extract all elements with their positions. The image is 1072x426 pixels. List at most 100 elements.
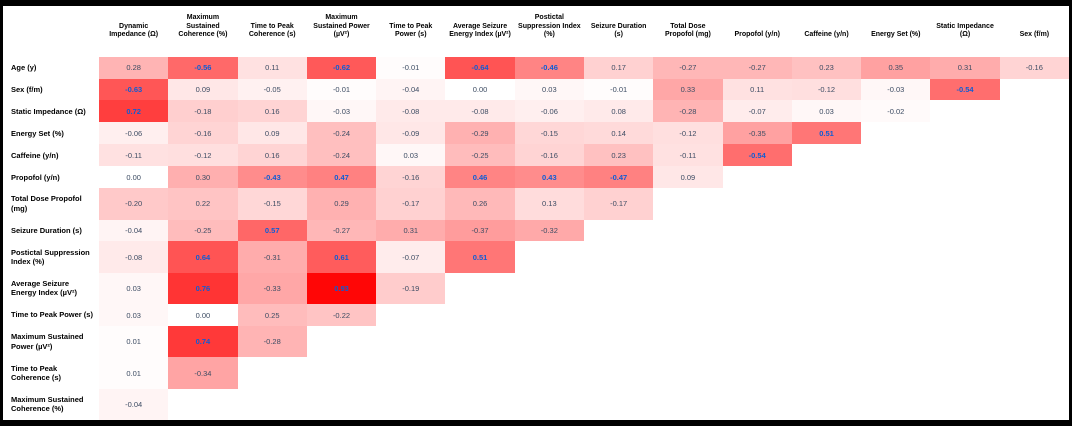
empty-cell	[445, 326, 515, 358]
empty-cell	[168, 388, 238, 420]
correlation-heatmap: Dynamic Impedance (Ω) Maximum Sustained C…	[3, 6, 1069, 420]
heatmap-cell: -0.63	[99, 78, 169, 101]
heatmap-cell: 0.00	[472, 84, 488, 94]
heatmap-cell: -0.17	[376, 188, 446, 220]
heatmap-cell: -0.31	[237, 241, 307, 273]
empty-cell	[722, 326, 792, 358]
heatmap-cell: 0.25	[237, 304, 307, 327]
heatmap-cell: -0.02	[887, 106, 905, 116]
heatmap-cell: -0.04	[99, 219, 169, 242]
heatmap-cell: -0.22	[306, 304, 377, 327]
heatmap-cell: -0.28	[653, 100, 723, 123]
heatmap-cell: 0.13	[514, 188, 584, 220]
heatmap-cell: 0.29	[306, 188, 377, 220]
empty-cell	[653, 304, 723, 327]
column-header: Dynamic Impedance (Ω)	[109, 22, 159, 39]
heatmap-cell: -0.20	[99, 188, 169, 220]
heatmap-cell: -0.16	[168, 122, 238, 145]
heatmap-cell: -0.18	[168, 100, 238, 123]
heatmap-cell: 0.08	[583, 100, 654, 123]
empty-cell	[861, 326, 931, 358]
column-header: Energy Set (%)	[871, 31, 921, 39]
heatmap-cell: -0.08	[99, 241, 169, 273]
heatmap-cell: 0.35	[861, 56, 931, 79]
heatmap-cell: 0.09	[653, 166, 723, 189]
empty-cell	[583, 241, 654, 273]
heatmap-cell: 0.74	[168, 326, 238, 358]
empty-cell	[653, 388, 723, 420]
heatmap-cell: -0.33	[237, 272, 307, 305]
empty-cell	[791, 241, 862, 273]
heatmap-cell: 0.09	[168, 78, 238, 101]
empty-cell	[930, 122, 1000, 145]
heatmap-cell: -0.32	[514, 219, 584, 242]
empty-cell	[722, 166, 792, 189]
heatmap-cell: 0.33	[653, 78, 723, 101]
heatmap-cell: -0.08	[445, 100, 515, 123]
empty-cell	[930, 188, 1000, 220]
empty-cell	[376, 326, 446, 358]
empty-cell	[306, 357, 377, 389]
empty-cell	[999, 188, 1069, 220]
column-header: Seizure Duration (s)	[590, 22, 647, 39]
empty-cell	[791, 272, 862, 305]
row-label: Postictal Suppression Index (%)	[11, 247, 90, 267]
empty-cell	[514, 326, 584, 358]
heatmap-cell: -0.16	[514, 144, 584, 167]
heatmap-cell: 0.64	[168, 241, 238, 273]
heatmap-cell: -0.16	[999, 56, 1069, 79]
column-header: Time to Peak Power (s)	[389, 22, 433, 39]
empty-cell	[722, 188, 792, 220]
empty-cell	[999, 357, 1069, 389]
heatmap-cell: -0.35	[722, 122, 792, 145]
heatmap-cell: -0.16	[376, 166, 446, 189]
empty-cell	[930, 219, 1000, 242]
heatmap-cell: -0.25	[445, 144, 515, 167]
empty-cell	[306, 388, 377, 420]
column-header: Total Dose Propofol (mg)	[664, 22, 711, 39]
empty-cell	[999, 241, 1069, 273]
empty-cell	[445, 357, 515, 389]
empty-cell	[791, 388, 862, 420]
heatmap-cell: 0.14	[583, 122, 654, 145]
heatmap-cell: -0.37	[445, 219, 515, 242]
heatmap-cell: 0.11	[722, 78, 792, 101]
empty-cell	[999, 219, 1069, 242]
empty-cell	[722, 304, 792, 327]
empty-cell	[583, 388, 654, 420]
heatmap-cell: -0.34	[168, 357, 238, 389]
heatmap-cell: -0.15	[237, 188, 307, 220]
heatmap-cell: -0.27	[653, 56, 723, 79]
empty-cell	[930, 272, 1000, 305]
heatmap-cell: 0.31	[376, 219, 446, 242]
heatmap-cell: 0.72	[99, 100, 169, 123]
empty-cell	[791, 188, 862, 220]
empty-cell	[999, 326, 1069, 358]
empty-cell	[445, 304, 515, 327]
heatmap-cell: -0.04	[376, 78, 446, 101]
heatmap-cell: 0.57	[237, 219, 307, 242]
heatmap-cell: -0.12	[653, 122, 723, 145]
empty-cell	[930, 100, 1000, 123]
heatmap-cell: 0.31	[930, 56, 1000, 79]
heatmap-cell: 0.03	[99, 273, 168, 304]
row-label: Maximum Sustained Power (µV²)	[11, 332, 84, 351]
heatmap-cell: -0.04	[99, 388, 169, 420]
heatmap-cell: -0.03	[861, 79, 930, 101]
column-header: Maximum Sustained Coherence (%)	[178, 13, 228, 39]
row-label: Propofol (y/n)	[11, 172, 60, 182]
empty-cell	[861, 388, 931, 420]
heatmap-cell: -0.17	[583, 188, 654, 220]
empty-cell	[999, 144, 1069, 167]
heatmap-cell: -0.54	[722, 144, 792, 167]
heatmap-cell: -0.15	[514, 122, 584, 145]
heatmap-cell: 0.28	[99, 56, 169, 79]
heatmap-cell: -0.28	[237, 326, 307, 358]
empty-cell	[791, 357, 862, 389]
header-corner	[3, 8, 99, 44]
heatmap-cell: 0.00	[126, 172, 141, 182]
empty-cell	[445, 272, 515, 305]
column-header: Sex (f/m)	[1019, 31, 1050, 39]
empty-cell	[514, 357, 584, 389]
empty-cell	[861, 241, 931, 273]
